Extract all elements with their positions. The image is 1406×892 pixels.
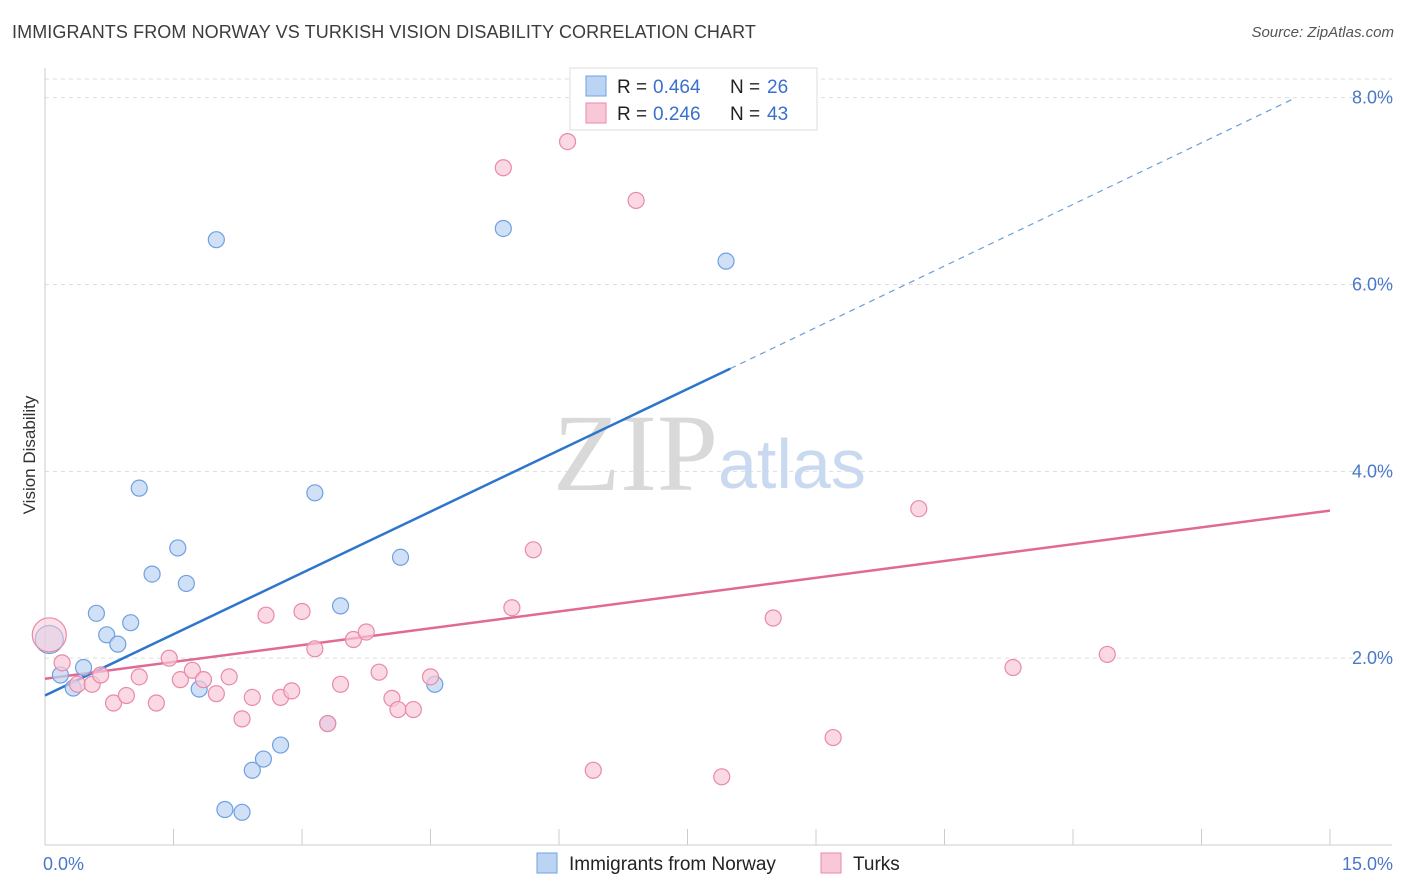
bottom-legend: Immigrants from Norway Turks	[536, 852, 900, 875]
y-tick-label: 6.0%	[1352, 275, 1393, 295]
bottom-legend-label-norway: Immigrants from Norway	[569, 854, 776, 875]
point-turks	[31, 617, 67, 653]
legend: R = 0.464 N = 26 R = 0.246 N = 43	[569, 67, 818, 131]
x-tick-label: 15.0%	[1342, 854, 1393, 874]
y-axis-title: Vision Disability	[20, 395, 39, 514]
source-label: Source: ZipAtlas.com	[1251, 24, 1394, 41]
point-turks	[370, 663, 388, 681]
legend-r-value-turks: 0.246	[653, 104, 701, 125]
point-turks	[764, 609, 782, 627]
point-turks	[233, 710, 251, 728]
legend-n-value-norway: 26	[767, 77, 788, 98]
point-turks	[331, 675, 350, 693]
point-turks	[183, 661, 201, 679]
point-turks	[558, 132, 577, 151]
bottom-legend-label-turks: Turks	[853, 854, 900, 875]
x-tick-label: 0.0%	[43, 854, 84, 874]
point-turks	[171, 671, 189, 689]
point-turks	[160, 649, 178, 667]
point-norway	[271, 736, 290, 754]
point-turks	[130, 668, 148, 686]
point-turks	[68, 675, 87, 693]
y-tick-label: 2.0%	[1352, 648, 1393, 668]
legend-n-label-norway: N =	[730, 77, 760, 98]
watermark-zip: ZIP	[553, 392, 718, 514]
grid	[45, 78, 1392, 659]
watermark-atlas: atlas	[718, 425, 866, 503]
point-norway	[87, 604, 106, 622]
bottom-legend-swatch-norway	[536, 852, 558, 874]
legend-swatch-turks	[585, 102, 607, 124]
point-norway	[494, 219, 512, 238]
point-turks	[421, 668, 440, 686]
point-norway	[207, 231, 225, 249]
point-norway	[391, 548, 410, 566]
point-norway	[122, 614, 140, 632]
bottom-legend-swatch-turks	[820, 852, 842, 874]
point-norway	[177, 574, 195, 593]
point-turks	[404, 700, 422, 719]
legend-box	[569, 67, 818, 131]
point-turks	[283, 682, 301, 700]
point-turks	[1004, 658, 1022, 677]
y-tick-label: 4.0%	[1352, 461, 1393, 481]
y-tick-label: 8.0%	[1352, 88, 1393, 108]
point-norway	[254, 750, 273, 768]
point-turks	[824, 728, 842, 747]
point-norway	[74, 658, 93, 677]
point-turks	[1098, 645, 1116, 664]
point-turks	[92, 666, 110, 684]
point-norway	[109, 635, 127, 653]
data-points	[31, 132, 1116, 821]
trend-lines	[44, 97, 1331, 697]
point-turks	[344, 630, 362, 649]
point-turks	[910, 500, 928, 518]
point-turks	[524, 541, 542, 559]
point-turks	[194, 671, 213, 689]
y-tick-labels: 2.0% 4.0% 6.0% 8.0%	[1352, 88, 1393, 668]
x-tick-labels: 0.0% 15.0%	[43, 854, 1393, 874]
point-norway	[216, 800, 234, 819]
point-norway	[243, 761, 261, 779]
point-turks	[306, 640, 324, 658]
point-turks	[293, 602, 311, 621]
point-norway	[130, 479, 148, 497]
point-norway	[717, 252, 735, 270]
trend-line-turks	[44, 509, 1331, 680]
point-turks	[53, 654, 71, 672]
point-turks	[627, 191, 645, 210]
point-norway	[143, 565, 161, 583]
point-turks	[207, 685, 225, 703]
point-norway	[169, 539, 187, 557]
point-norway	[331, 597, 350, 615]
trend-line-norway	[44, 367, 731, 697]
point-turks	[243, 688, 261, 707]
point-turks	[357, 623, 375, 641]
point-turks	[503, 599, 521, 617]
point-turks	[389, 700, 407, 719]
legend-r-value-norway: 0.464	[653, 77, 701, 98]
point-turks	[220, 668, 238, 686]
point-norway	[306, 484, 324, 502]
axes	[44, 68, 1392, 846]
point-turks	[494, 159, 512, 177]
point-turks	[104, 694, 123, 712]
legend-r-label-norway: R =	[617, 77, 647, 98]
legend-r-label-turks: R =	[617, 104, 647, 125]
point-norway	[233, 803, 251, 821]
point-norway	[98, 626, 116, 644]
point-turks	[257, 606, 275, 624]
watermark: ZIP atlas	[553, 392, 866, 514]
legend-n-label-turks: N =	[730, 104, 760, 125]
legend-n-value-turks: 43	[767, 104, 788, 125]
chart-title: IMMIGRANTS FROM NORWAY VS TURKISH VISION…	[12, 22, 757, 42]
point-turks	[319, 714, 337, 733]
point-turks	[117, 686, 135, 705]
legend-swatch-norway	[585, 75, 607, 97]
point-turks	[584, 761, 602, 779]
trend-extension-norway	[730, 97, 1296, 370]
point-turks	[713, 768, 731, 786]
point-turks	[147, 694, 165, 712]
